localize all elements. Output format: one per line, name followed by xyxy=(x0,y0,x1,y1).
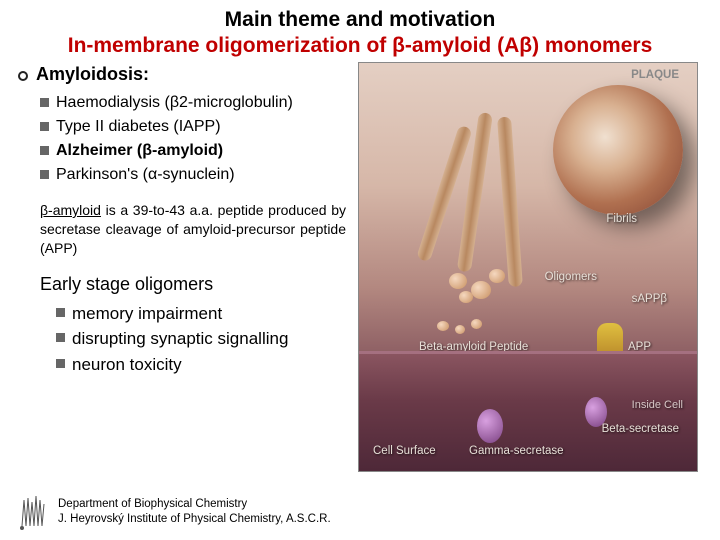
right-column: PLAQUE Fibrils Oligomers sAPPβ Beta-amyl… xyxy=(358,62,702,472)
list-item-text: Alzheimer (β-amyloid) xyxy=(56,142,223,159)
gamma-secretase-label: Gamma-secretase xyxy=(469,445,564,457)
slide-title-line2: In-membrane oligomerization of β-amyloid… xyxy=(18,34,702,58)
left-column: Amyloidosis: Haemodialysis (β2-microglob… xyxy=(18,62,358,472)
slide-footer: Department of Biophysical Chemistry J. H… xyxy=(18,494,331,530)
oligomer-blob xyxy=(449,273,467,289)
fibrils-label: Fibrils xyxy=(606,213,637,225)
oligomer-blob xyxy=(459,291,473,303)
plaque-label: PLAQUE xyxy=(631,69,679,81)
oligomer-blob xyxy=(471,281,491,299)
content-row: Amyloidosis: Haemodialysis (β2-microglob… xyxy=(18,62,702,472)
cell-surface-label: Cell Surface xyxy=(373,445,436,457)
sappbeta-label: sAPPβ xyxy=(632,293,667,305)
list-item-text: Type II diabetes (IAPP) xyxy=(56,118,221,135)
oligomers-label: Oligomers xyxy=(545,271,597,283)
early-stage-list: memory impairment disrupting synaptic si… xyxy=(18,301,350,378)
peptide-blob xyxy=(455,325,465,334)
list-item-text: disrupting synaptic signalling xyxy=(72,329,288,348)
footer-line2: J. Heyrovský Institute of Physical Chemi… xyxy=(58,512,331,527)
bullet-odot-icon xyxy=(18,71,28,81)
list-item: Parkinson's (α-synuclein) xyxy=(40,163,350,187)
beta-secretase-label: Beta-secretase xyxy=(602,423,679,435)
list-item: disrupting synaptic signalling xyxy=(56,326,350,352)
footer-text: Department of Biophysical Chemistry J. H… xyxy=(58,497,331,527)
list-item: Type II diabetes (IAPP) xyxy=(40,115,350,139)
footer-line1: Department of Biophysical Chemistry xyxy=(58,497,331,512)
inside-cell-label: Inside Cell xyxy=(632,399,683,411)
plaque-shape xyxy=(553,85,683,215)
oligomer-blob xyxy=(489,269,505,283)
institute-logo-icon xyxy=(18,494,48,530)
secretase-blob xyxy=(585,397,607,427)
secretase-blob xyxy=(477,409,503,443)
paragraph-lead: β-amyloid xyxy=(40,202,101,218)
list-item-text: neuron toxicity xyxy=(72,355,182,374)
slide-container: Main theme and motivation In-membrane ol… xyxy=(0,0,720,540)
amyloidosis-header-text: Amyloidosis: xyxy=(36,64,149,85)
early-stage-header: Early stage oligomers xyxy=(18,274,350,295)
list-item-text: memory impairment xyxy=(72,304,222,323)
list-item-text: Parkinson's (α-synuclein) xyxy=(56,166,235,183)
peptide-blob xyxy=(437,321,449,331)
list-item-text: Haemodialysis (β2-microglobulin) xyxy=(56,94,293,111)
list-item: Haemodialysis (β2-microglobulin) xyxy=(40,91,350,115)
peptide-blob xyxy=(471,319,482,329)
slide-title-line1: Main theme and motivation xyxy=(18,8,702,32)
list-item: Alzheimer (β-amyloid) xyxy=(40,139,350,163)
amyloid-illustration: PLAQUE Fibrils Oligomers sAPPβ Beta-amyl… xyxy=(358,62,698,472)
list-item: memory impairment xyxy=(56,301,350,327)
amyloidosis-list: Haemodialysis (β2-microglobulin) Type II… xyxy=(18,91,350,187)
amyloidosis-header: Amyloidosis: xyxy=(18,64,350,85)
fibril-shape xyxy=(497,117,523,288)
list-item: neuron toxicity xyxy=(56,352,350,378)
beta-amyloid-paragraph: β-amyloid is a 39-to-43 a.a. peptide pro… xyxy=(18,201,350,258)
